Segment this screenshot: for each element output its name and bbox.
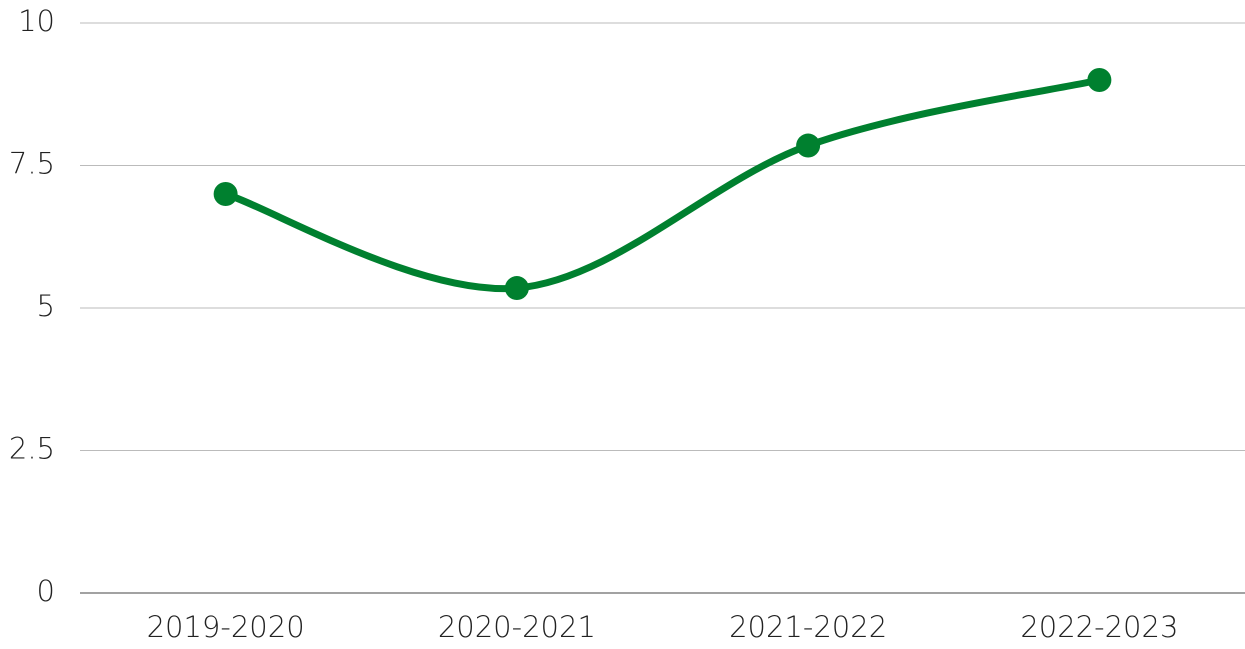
data-line bbox=[226, 80, 1100, 289]
y-tick-label: 2.5 bbox=[9, 432, 55, 466]
x-tick-label: 2019-2020 bbox=[147, 610, 305, 644]
x-tick-label: 2022-2023 bbox=[1020, 610, 1178, 644]
data-point bbox=[214, 182, 238, 206]
x-tick-label: 2021-2022 bbox=[729, 610, 887, 644]
data-point bbox=[1087, 68, 1111, 92]
y-tick-label: 7.5 bbox=[9, 147, 55, 181]
y-tick-label: 0 bbox=[37, 574, 55, 608]
y-tick-label: 10 bbox=[18, 4, 55, 38]
data-point bbox=[505, 276, 529, 300]
x-tick-label: 2020-2021 bbox=[438, 610, 596, 644]
y-tick-label: 5 bbox=[37, 289, 55, 323]
data-point bbox=[796, 134, 820, 158]
page: 0 2.5 5 7.5 10 2019-2020 2020-2021 2021-2022 202… bbox=[0, 0, 1245, 649]
chart: 0 2.5 5 7.5 10 2019-2020 2020-2021 2021-2022 202… bbox=[0, 0, 1245, 649]
